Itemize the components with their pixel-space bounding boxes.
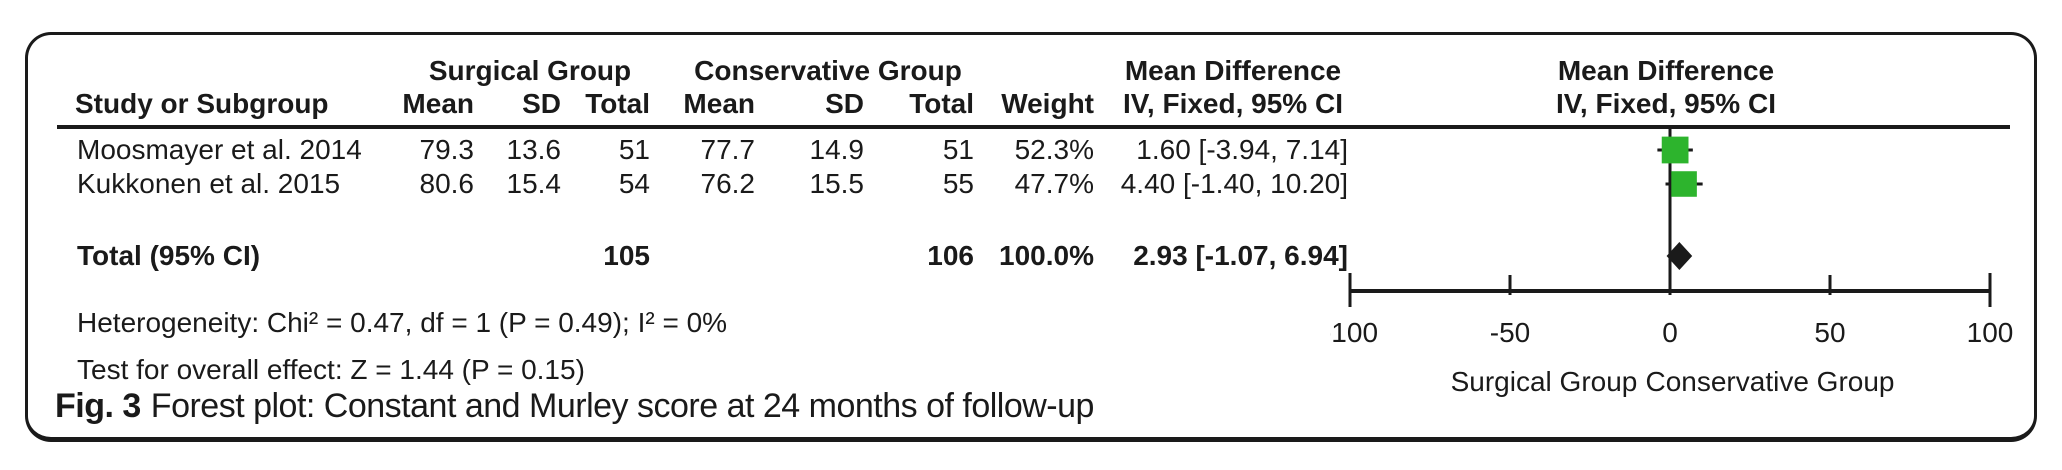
header-mean-2: Mean <box>683 88 755 119</box>
axis-tick-label: 50 <box>1814 317 1845 348</box>
figure-caption-label: Fig. 3 <box>55 387 141 425</box>
cell-ci: 4.40 [-1.40, 10.20] <box>1120 168 1348 199</box>
total-total-2: 106 <box>927 240 974 271</box>
cell-weight: 52.3% <box>1014 134 1094 165</box>
header-total-1: Total <box>585 88 650 119</box>
forest-plot-canvas: -100 -50 0 50 100 Surgical GroupConservative … <box>1330 126 2014 397</box>
header-mean-1: Mean <box>402 88 474 119</box>
heterogeneity-text: Heterogeneity: Chi² = 0.47, df = 1 (P = … <box>77 307 728 338</box>
cell-total-1: 51 <box>618 134 650 165</box>
header-total-2: Total <box>909 88 974 119</box>
figure-caption: Fig. 3 Forest plot: Constant and Murley s… <box>55 386 1094 426</box>
cell-mean-1: 79.3 <box>419 134 475 165</box>
header-weight: Weight <box>1001 88 1094 119</box>
cell-mean-2: 77.7 <box>700 134 756 165</box>
header-conservative-group: Conservative Group <box>694 55 962 86</box>
cell-ci: 1.60 [-3.94, 7.14] <box>1136 134 1348 165</box>
total-total-1: 105 <box>603 240 650 271</box>
header-mean-difference-plot: Mean Difference <box>1557 55 1775 86</box>
figure-border <box>25 32 2037 442</box>
axis-tick-label: -50 <box>1490 317 1530 348</box>
cell-sd-1: 13.6 <box>506 134 562 165</box>
cell-total-2: 51 <box>942 134 974 165</box>
cell-weight: 47.7% <box>1014 168 1094 199</box>
cell-total-1: 54 <box>618 168 650 199</box>
total-label: Total (95% CI) <box>77 240 261 271</box>
study-name: Moosmayer et al. 2014 <box>77 134 362 165</box>
cell-sd-2: 15.5 <box>809 168 865 199</box>
overall-effect-text: Test for overall effect: Z = 1.44 (P = 0… <box>77 354 585 385</box>
cell-sd-2: 14.9 <box>809 134 865 165</box>
header-study-or-subgroup: Study or Subgroup <box>75 88 329 119</box>
header-iv-fixed-ci-text: IV, Fixed, 95% CI <box>1123 88 1343 119</box>
header-rule <box>57 125 2010 129</box>
header-mean-difference-text: Mean Difference <box>1124 55 1342 86</box>
header-iv-fixed-ci-plot: IV, Fixed, 95% CI <box>1556 88 1776 119</box>
total-weight: 100.0% <box>999 240 1094 271</box>
study-marker <box>1671 171 1697 197</box>
total-diamond <box>1666 242 1693 270</box>
cell-mean-1: 80.6 <box>419 168 475 199</box>
study-marker <box>1661 136 1689 164</box>
total-ci: 2.93 [-1.07, 6.94] <box>1133 240 1348 271</box>
favours-left-label: Surgical Group <box>1451 366 1638 397</box>
header-surgical-group: Surgical Group <box>428 55 632 86</box>
axis-tick-label: -100 <box>1330 317 1378 348</box>
cell-mean-2: 76.2 <box>700 168 756 199</box>
header-sd-2: SD <box>825 88 864 119</box>
cell-total-2: 55 <box>942 168 974 199</box>
axis-tick-label: 0 <box>1662 317 1678 348</box>
study-name: Kukkonen et al. 2015 <box>77 168 341 199</box>
header-sd-1: SD <box>522 88 561 119</box>
cell-sd-1: 15.4 <box>506 168 562 199</box>
figure-caption-text: Forest plot: Constant and Murley score a… <box>150 387 1095 425</box>
favours-right-label: Conservative Group <box>1645 366 1894 397</box>
axis-tick-label: 100 <box>1967 317 2014 348</box>
